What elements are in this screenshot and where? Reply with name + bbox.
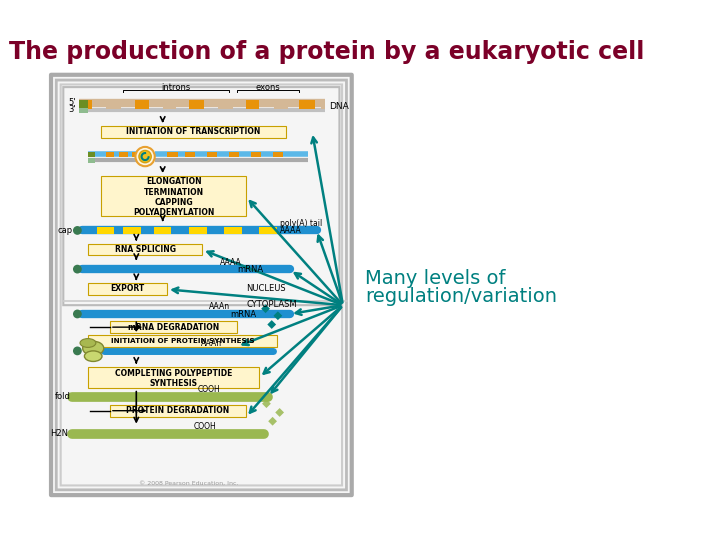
Circle shape bbox=[73, 347, 82, 355]
Bar bbox=[167, 152, 178, 158]
Bar bbox=[110, 404, 246, 417]
Bar bbox=[79, 100, 88, 109]
Text: mRNA: mRNA bbox=[238, 266, 264, 274]
Text: DNA: DNA bbox=[329, 102, 348, 111]
Bar bbox=[246, 100, 259, 109]
Ellipse shape bbox=[84, 351, 102, 361]
Text: COOH: COOH bbox=[194, 422, 216, 431]
Text: introns: introns bbox=[161, 83, 191, 92]
Bar bbox=[274, 100, 289, 109]
Text: mRNA DEGRADATION: mRNA DEGRADATION bbox=[128, 323, 220, 332]
Text: CYTOPLASM: CYTOPLASM bbox=[246, 300, 297, 309]
Bar bbox=[273, 152, 283, 158]
Polygon shape bbox=[262, 399, 271, 408]
Circle shape bbox=[73, 309, 82, 319]
Bar bbox=[79, 100, 92, 109]
Bar bbox=[299, 100, 315, 109]
Polygon shape bbox=[275, 408, 284, 417]
Text: TERMINATION: TERMINATION bbox=[143, 187, 204, 197]
Text: H2N: H2N bbox=[50, 429, 68, 438]
Bar bbox=[106, 100, 122, 109]
Bar bbox=[184, 152, 195, 158]
Bar bbox=[88, 335, 277, 347]
Bar bbox=[110, 321, 238, 333]
Text: ELONGATION: ELONGATION bbox=[146, 178, 202, 186]
Polygon shape bbox=[274, 312, 282, 320]
Bar bbox=[106, 152, 114, 158]
Text: COOH: COOH bbox=[198, 385, 220, 394]
Bar bbox=[88, 158, 95, 163]
Text: RNA SPLICING: RNA SPLICING bbox=[114, 245, 176, 254]
Polygon shape bbox=[267, 320, 276, 329]
Bar bbox=[79, 108, 88, 113]
Bar bbox=[119, 152, 127, 158]
Bar bbox=[135, 100, 150, 109]
Bar bbox=[321, 100, 325, 109]
Bar bbox=[229, 152, 239, 158]
Text: COMPLETING POLYPEPTIDE: COMPLETING POLYPEPTIDE bbox=[115, 369, 233, 377]
Text: mRNA: mRNA bbox=[230, 310, 256, 319]
Text: INITIATION OF TRANSCRIPTION: INITIATION OF TRANSCRIPTION bbox=[126, 127, 261, 137]
Text: AAAn: AAAn bbox=[210, 302, 230, 312]
Bar bbox=[207, 152, 217, 158]
Circle shape bbox=[73, 265, 82, 274]
Text: Many levels of: Many levels of bbox=[365, 269, 505, 288]
Text: The production of a protein by a eukaryotic cell: The production of a protein by a eukaryo… bbox=[9, 40, 644, 64]
Bar bbox=[189, 227, 207, 234]
Text: CAPPING: CAPPING bbox=[154, 198, 193, 207]
Text: POLYADENYLATION: POLYADENYLATION bbox=[133, 208, 215, 217]
Text: 5': 5' bbox=[68, 98, 76, 107]
Bar bbox=[154, 227, 171, 234]
Bar bbox=[101, 126, 286, 138]
Bar bbox=[88, 283, 167, 295]
Bar bbox=[88, 244, 202, 255]
Text: poly(A) tail: poly(A) tail bbox=[279, 219, 322, 228]
Text: fold: fold bbox=[55, 392, 71, 401]
Text: exons: exons bbox=[256, 83, 281, 92]
Text: EXPORT: EXPORT bbox=[110, 285, 145, 293]
Text: NUCLEUS: NUCLEUS bbox=[246, 284, 286, 293]
Text: AAAA: AAAA bbox=[279, 226, 302, 235]
Text: © 2008 Pearson Education, Inc.: © 2008 Pearson Education, Inc. bbox=[139, 480, 239, 485]
Text: AAAn: AAAn bbox=[200, 339, 222, 348]
Bar bbox=[88, 152, 95, 158]
Ellipse shape bbox=[80, 339, 96, 347]
Bar bbox=[259, 227, 277, 234]
Circle shape bbox=[73, 226, 82, 235]
Text: regulation/variation: regulation/variation bbox=[365, 287, 557, 306]
Text: SYNTHESIS: SYNTHESIS bbox=[150, 379, 198, 388]
Bar bbox=[123, 227, 140, 234]
Bar bbox=[132, 152, 140, 158]
Bar bbox=[251, 152, 261, 158]
Polygon shape bbox=[268, 417, 277, 426]
Bar bbox=[224, 227, 242, 234]
Text: AAAA: AAAA bbox=[220, 258, 242, 267]
Text: cap: cap bbox=[58, 226, 73, 235]
Bar bbox=[96, 227, 114, 234]
Bar bbox=[101, 176, 246, 217]
FancyBboxPatch shape bbox=[51, 75, 352, 495]
Bar bbox=[163, 100, 176, 109]
Text: INITIATION OF PROTEIN SYNTHESIS: INITIATION OF PROTEIN SYNTHESIS bbox=[111, 338, 254, 344]
Ellipse shape bbox=[135, 147, 155, 166]
Text: PROTEIN DEGRADATION: PROTEIN DEGRADATION bbox=[127, 406, 230, 415]
Bar bbox=[88, 367, 259, 388]
Ellipse shape bbox=[139, 151, 151, 163]
Text: 3': 3' bbox=[68, 105, 76, 114]
Ellipse shape bbox=[83, 341, 104, 355]
Polygon shape bbox=[261, 305, 270, 313]
Bar bbox=[218, 100, 233, 109]
Bar bbox=[189, 100, 204, 109]
